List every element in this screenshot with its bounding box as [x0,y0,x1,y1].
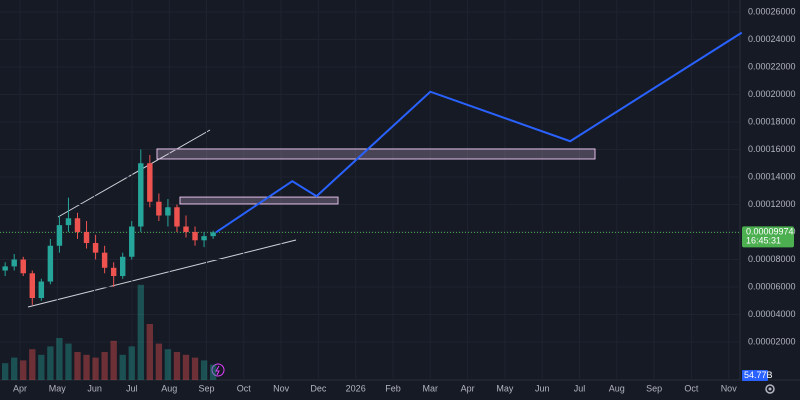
candle-body [165,207,171,216]
volume-bar [191,357,199,380]
x-tick-label: Apr [461,383,475,393]
y-tick-label: 0.00004000 [748,309,796,319]
candle-body [138,163,144,227]
y-tick-label: 0.00014000 [748,171,796,181]
candle-body [156,201,162,216]
volume-bar [164,349,172,380]
volume-bar [101,352,108,380]
volume-bar [110,340,117,380]
candle-body [20,259,26,274]
zone [156,148,596,160]
y-tick-label: 0.00018000 [748,116,796,126]
volume-bar [92,357,99,380]
lower-trendline [27,239,297,308]
x-tick-label: Jun [87,383,102,393]
x-tick-label: Jul [126,383,138,393]
y-tick-label: 0.00024000 [748,34,796,44]
volume-bar [182,354,190,380]
volume-bar [137,284,144,380]
candle-body [101,252,108,268]
volume-bar [38,354,45,380]
y-tick-label: 0.00016000 [748,144,796,154]
y-tick-label: 0.00006000 [748,281,796,291]
volume-label-box [742,370,768,381]
volume-bar [119,354,126,380]
candle-body [129,226,135,257]
candle-body [183,226,189,233]
x-tick-label: May [49,383,67,393]
y-tick-label: 0.00022000 [748,61,796,71]
x-tick-label: 2026 [346,383,366,393]
y-tick-label: 0.00026000 [748,6,796,16]
x-tick-label: May [496,383,514,393]
volume-bar [56,338,63,380]
candle-body [2,266,8,271]
volume-bar [209,364,217,380]
x-tick-label: Oct [237,383,252,393]
volume-bar [83,354,90,380]
candle-body [92,243,99,253]
x-tick-label: Oct [684,383,699,393]
x-tick-label: Jun [535,383,550,393]
candle-body [119,256,126,277]
volume-bar [20,360,27,380]
candle-body [56,225,63,246]
y-tick-label: 0.00020000 [748,89,796,99]
volume-bar [11,357,18,380]
volume-bar [74,352,81,380]
x-tick-label: Dec [310,383,327,393]
volume-bar [200,360,208,380]
projection-line [215,31,743,234]
x-tick-label: Sep [198,383,214,393]
x-tick-label: Apr [13,383,27,393]
candle-body [147,163,153,202]
lightning-icon[interactable] [211,363,225,377]
volume-bar [128,346,135,380]
x-tick-label: Feb [385,383,401,393]
candle-body [174,207,180,227]
candle-body [201,236,207,241]
candle-body [110,267,117,277]
candle-body [74,218,81,233]
x-tick-label: Nov [721,383,738,393]
volume-bar [65,343,72,380]
x-tick-label: Aug [161,383,177,393]
candle-body [83,232,90,244]
candle-body [29,273,36,299]
x-tick-label: Nov [273,383,290,393]
volume-bar [47,346,54,380]
candle-body [47,245,54,282]
candle-body [192,232,198,241]
current-price-box [742,226,794,248]
volume-bar [29,349,36,380]
x-tick-label: Jul [574,383,586,393]
volume-label: 54.77B [744,370,773,380]
y-tick-label: 0.00012000 [748,199,796,209]
candle-body [11,259,17,267]
volume-bar [155,343,163,380]
volume-bar [146,324,153,380]
y-tick-label: 0.00002000 [748,336,796,346]
x-tick-label: Aug [609,383,625,393]
settings-icon[interactable] [765,384,775,394]
volume-bar [173,352,181,380]
x-tick-label: Sep [646,383,662,393]
candle-body [210,232,216,237]
countdown-label: 16:45:31 [746,236,781,246]
candle-body [65,218,72,226]
upper-trendline [57,129,211,218]
current-price-label: 0.00009974 [746,227,794,237]
volume-bar [2,363,9,380]
candle-body [38,281,45,299]
x-tick-label: Mar [423,383,439,393]
y-tick-label: 0.00008000 [748,254,796,264]
